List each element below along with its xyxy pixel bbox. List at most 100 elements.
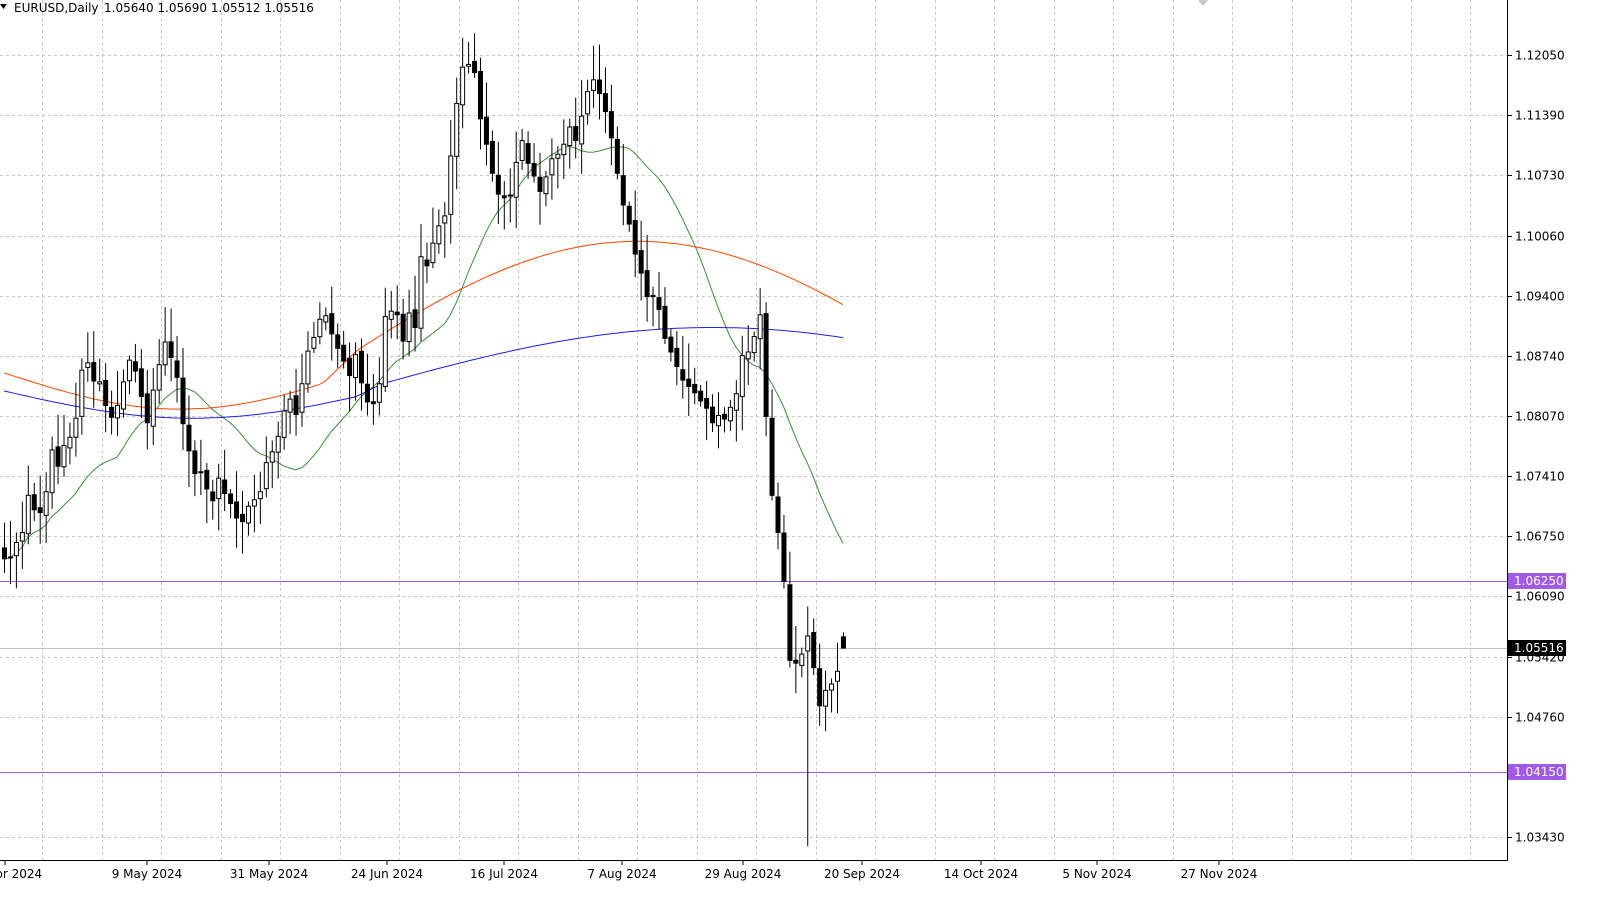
candle-body-up [198, 471, 204, 474]
dropdown-triangle-icon[interactable] [0, 4, 7, 9]
candle [448, 120, 454, 244]
candle [263, 436, 269, 498]
candle-body-up [448, 155, 454, 215]
candle-body-down [31, 494, 37, 511]
candle-body-up [245, 505, 251, 524]
candle-body-down [608, 111, 614, 139]
candle [388, 290, 394, 339]
candle-body-up [805, 635, 811, 652]
candle-body-down [192, 450, 198, 475]
candle-body-down [103, 380, 109, 407]
candle [626, 201, 632, 232]
candle-body-down [335, 334, 341, 349]
candle [692, 367, 698, 405]
candle [251, 474, 257, 533]
candle-body-up [311, 336, 317, 349]
candle [126, 355, 132, 395]
candle-body-down [787, 584, 793, 661]
candle [43, 472, 49, 544]
candle [799, 647, 805, 678]
candle [620, 144, 626, 226]
candle-body-down [781, 532, 787, 582]
candle-body-down [817, 668, 823, 707]
shift-marker-icon[interactable] [1198, 0, 1208, 6]
candle-body-up [281, 410, 287, 438]
candle-body-down [644, 270, 650, 298]
candle-body-up [567, 126, 573, 147]
candle-body-up [126, 359, 132, 382]
candle [364, 353, 370, 416]
candle [727, 399, 733, 432]
candle-body-down [180, 377, 186, 425]
date-tick-label: 5 Nov 2024 [1062, 867, 1131, 881]
candle-body-up [519, 140, 525, 161]
candle-body-up [317, 318, 323, 338]
candle [757, 288, 763, 370]
candle-body-up [19, 532, 25, 542]
candle-body-down [495, 174, 501, 195]
price-tick-label: 1.04760 [1515, 711, 1565, 725]
price-axis[interactable]: 1.12050 1.11390 1.10730 1.10060 1.09400 1.087… [1507, 49, 1565, 845]
candle [775, 482, 781, 550]
candle-body-down [531, 162, 537, 177]
candle [341, 330, 347, 369]
candle-body-down [228, 493, 234, 504]
candle [602, 67, 608, 133]
candle [97, 358, 103, 392]
candle [817, 643, 823, 726]
candle [406, 289, 412, 357]
candle-body-up [739, 355, 745, 398]
candle [805, 606, 811, 847]
price-tick-label: 1.10730 [1515, 169, 1565, 183]
candle-body-up [430, 242, 436, 264]
candle [686, 343, 692, 417]
price-tick-label: 1.06090 [1515, 590, 1565, 604]
candle [489, 130, 495, 182]
time-axis[interactable]: 17 Apr 2024 9 May 2024 31 May 2024 24 Jun 2… [0, 860, 1257, 881]
ma-blue-line [3, 327, 844, 419]
candle [370, 374, 376, 425]
candle [710, 394, 716, 433]
candle-body-down [293, 395, 299, 416]
candle [543, 171, 549, 207]
candle-body-up [561, 143, 567, 156]
horizontal-levels[interactable] [0, 581, 1507, 773]
price-tick-label: 1.12050 [1515, 49, 1565, 63]
candle [638, 220, 644, 301]
candle [67, 422, 73, 465]
candle [823, 670, 829, 732]
candle-body-up [549, 158, 555, 176]
candle [585, 79, 591, 125]
candle-body-down [37, 507, 43, 514]
candle [13, 532, 19, 589]
candle [216, 463, 222, 531]
candle [311, 321, 317, 354]
candle [293, 368, 299, 436]
candle-body-up [25, 494, 31, 535]
candle-body-up [442, 215, 448, 224]
candle-body-up [79, 369, 85, 417]
candle [359, 338, 364, 411]
candle-body-down [364, 383, 370, 403]
candle-body-up [507, 194, 513, 197]
candle-body-down [412, 309, 418, 328]
chart-header: EURUSD,Daily 1.05640 1.05690 1.05512 1.0… [0, 1, 314, 15]
candle [745, 325, 751, 385]
candle-body-down [674, 347, 680, 367]
candle [513, 131, 519, 228]
price-tags: 1.06250 1.04150 1.05516 [1508, 573, 1566, 780]
candle-body-up [829, 683, 835, 691]
candle [418, 224, 424, 342]
candle [436, 209, 442, 254]
candle [234, 471, 240, 548]
candle [644, 234, 650, 322]
candle [329, 286, 335, 361]
candle [501, 181, 507, 230]
date-tick-label: 31 May 2024 [230, 867, 308, 881]
candle [353, 342, 359, 401]
candle [739, 335, 745, 431]
candle [478, 57, 483, 150]
candle-body-down [109, 406, 115, 418]
candle-body-down [626, 205, 632, 225]
